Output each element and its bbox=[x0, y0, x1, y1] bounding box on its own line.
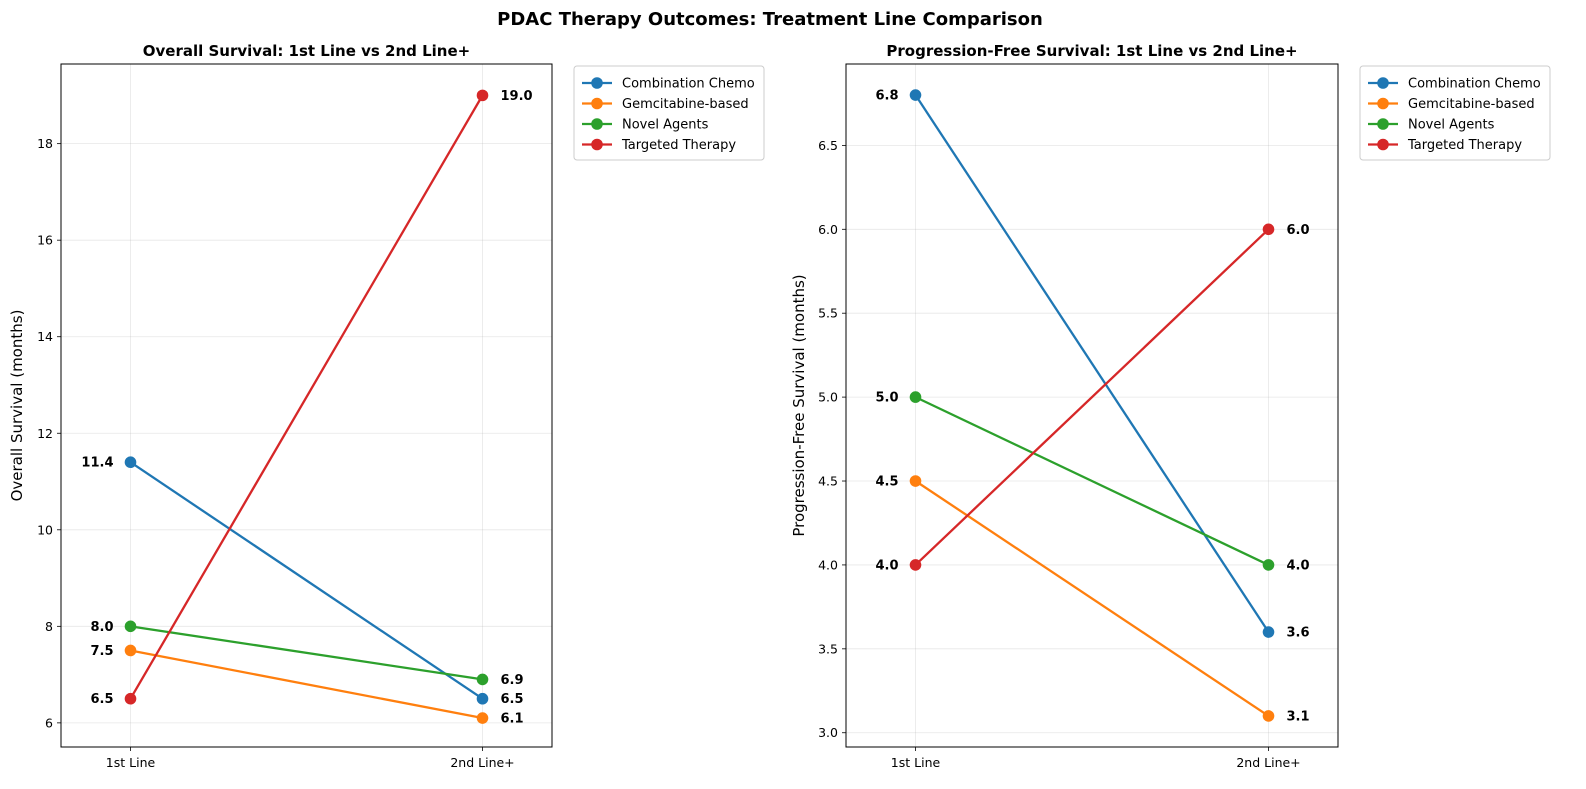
overall-survival-y-axis-label: Overall Survival (months) bbox=[8, 310, 26, 502]
series-line-gemcitabine-based bbox=[130, 649, 483, 720]
legend-marker-combination-chemo bbox=[591, 77, 603, 89]
value-label-gemcitabine-based: 4.5 bbox=[875, 475, 898, 490]
data-point-gemcitabine-based bbox=[476, 712, 489, 724]
series-line-novel-agents bbox=[130, 625, 483, 681]
value-label-targeted-therapy: 6.0 bbox=[1287, 223, 1310, 238]
legend-marker-combination-chemo bbox=[1377, 77, 1389, 89]
legend-label-novel-agents: Novel Agents bbox=[1408, 118, 1495, 133]
value-label-gemcitabine-based: 7.5 bbox=[90, 644, 113, 659]
data-point-gemcitabine-based bbox=[124, 644, 137, 657]
y-tick-label: 18 bbox=[37, 136, 53, 151]
value-label-gemcitabine-based: 3.1 bbox=[1287, 709, 1310, 724]
y-tick-label: 6.0 bbox=[818, 222, 838, 237]
progression-free-survival-y-axis-label: Progression-Free Survival (months) bbox=[790, 274, 808, 536]
y-tick-label: 14 bbox=[37, 329, 53, 344]
legend-label-targeted-therapy: Targeted Therapy bbox=[621, 138, 736, 153]
legend-label-combination-chemo: Combination Chemo bbox=[1408, 77, 1541, 92]
legend-box bbox=[1359, 65, 1551, 161]
y-tick-label: 3.0 bbox=[818, 725, 838, 740]
figure-title: PDAC Therapy Outcomes: Treatment Line Co… bbox=[497, 9, 1043, 30]
legend-label-targeted-therapy: Targeted Therapy bbox=[1407, 138, 1522, 153]
value-label-targeted-therapy: 4.0 bbox=[875, 558, 898, 573]
legend-marker-gemcitabine-based bbox=[591, 97, 603, 110]
overall-survival-axis-ticks: 6 8 10 12 14 16 18 1st Line 2nd Line+ bbox=[37, 136, 515, 770]
series-line-combination-chemo bbox=[129, 461, 484, 700]
overall-survival-series bbox=[124, 89, 489, 724]
value-label-novel-agents: 5.0 bbox=[875, 391, 898, 406]
legend-label-novel-agents: Novel Agents bbox=[622, 118, 709, 133]
series-line-targeted-therapy bbox=[914, 228, 1270, 566]
series-line-novel-agents bbox=[915, 396, 1269, 566]
legend-marker-novel-agents bbox=[591, 118, 603, 130]
y-tick-label: 12 bbox=[37, 426, 53, 441]
progression-free-survival-plot-frame bbox=[845, 63, 1339, 748]
legend-label-gemcitabine-based: Gemcitabine-based bbox=[622, 97, 749, 112]
data-point-combination-chemo bbox=[124, 456, 137, 469]
value-label-targeted-therapy: 19.0 bbox=[501, 89, 533, 104]
data-point-novel-agents bbox=[909, 391, 922, 403]
value-label-combination-chemo: 6.8 bbox=[875, 89, 898, 104]
value-label-novel-agents: 8.0 bbox=[90, 620, 113, 635]
data-point-combination-chemo bbox=[1262, 626, 1275, 638]
data-point-novel-agents bbox=[124, 620, 137, 633]
progression-free-survival-legend: Combination Chemo Gemcitabine-based Novel … bbox=[1359, 65, 1551, 161]
data-point-targeted-therapy bbox=[909, 559, 922, 571]
x-tick-label-1st-line: 1st Line bbox=[106, 755, 156, 770]
y-tick-label: 3.5 bbox=[818, 641, 838, 656]
x-tick-label-1st-line: 1st Line bbox=[891, 755, 941, 770]
y-tick-label: 4.5 bbox=[818, 474, 838, 489]
y-tick-label: 5.0 bbox=[818, 390, 838, 405]
y-tick-label: 6 bbox=[45, 715, 53, 730]
overall-survival-legend: Combination Chemo Gemcitabine-based Novel … bbox=[573, 65, 765, 161]
data-point-targeted-therapy bbox=[476, 89, 489, 102]
progression-free-survival-chart: Progression-Free Survival: 1st Line vs 2… bbox=[790, 42, 1551, 770]
overall-survival-chart: Overall Survival: 1st Line vs 2nd Line+ … bbox=[8, 42, 765, 770]
y-tick-label: 16 bbox=[37, 233, 53, 248]
value-label-gemcitabine-based: 6.1 bbox=[501, 712, 524, 727]
value-label-novel-agents: 4.0 bbox=[1287, 558, 1310, 573]
legend-label-combination-chemo: Combination Chemo bbox=[622, 77, 755, 92]
y-tick-label: 10 bbox=[37, 522, 53, 537]
progression-free-survival-value-labels: 6.8 3.6 4.5 3.1 5.0 4.0 4.0 6.0 bbox=[875, 89, 1309, 725]
series-line-gemcitabine-based bbox=[914, 480, 1270, 717]
data-point-combination-chemo bbox=[476, 692, 489, 705]
progression-free-survival-series bbox=[909, 89, 1275, 722]
y-tick-label: 4.0 bbox=[818, 557, 838, 572]
value-label-novel-agents: 6.9 bbox=[501, 673, 524, 688]
progression-free-survival-axis-ticks: 3.0 3.5 4.0 4.5 5.0 5.5 6.0 6.5 1st Line 2nd Line… bbox=[818, 138, 1301, 770]
y-tick-label: 6.5 bbox=[818, 138, 838, 153]
progression-free-survival-chart-title: Progression-Free Survival: 1st Line vs 2… bbox=[886, 42, 1297, 60]
series-line-combination-chemo bbox=[914, 94, 1270, 633]
value-label-combination-chemo: 3.6 bbox=[1287, 626, 1310, 641]
x-tick-label-2nd-line: 2nd Line+ bbox=[1236, 755, 1300, 770]
progression-free-survival-grid bbox=[846, 64, 1338, 747]
value-label-targeted-therapy: 6.5 bbox=[90, 692, 113, 707]
legend-marker-targeted-therapy bbox=[1377, 138, 1389, 151]
value-label-combination-chemo: 6.5 bbox=[501, 692, 524, 707]
legend-marker-novel-agents bbox=[1377, 118, 1389, 130]
data-point-targeted-therapy bbox=[1262, 223, 1275, 236]
overall-survival-chart-title: Overall Survival: 1st Line vs 2nd Line+ bbox=[143, 42, 470, 60]
overall-survival-plot-frame bbox=[60, 63, 553, 748]
legend-marker-gemcitabine-based bbox=[1377, 97, 1389, 110]
series-line-targeted-therapy bbox=[129, 94, 484, 700]
legend-marker-targeted-therapy bbox=[591, 138, 603, 151]
y-tick-label: 5.5 bbox=[818, 306, 838, 321]
data-point-gemcitabine-based bbox=[909, 475, 922, 487]
value-label-combination-chemo: 11.4 bbox=[81, 456, 113, 471]
legend-box bbox=[573, 65, 765, 161]
y-tick-label: 8 bbox=[45, 619, 53, 634]
overall-survival-value-labels: 11.4 6.5 7.5 6.1 8.0 6.9 6.5 19.0 bbox=[81, 89, 532, 727]
data-point-targeted-therapy bbox=[124, 692, 137, 705]
data-point-novel-agents bbox=[476, 673, 489, 686]
data-point-novel-agents bbox=[1262, 559, 1275, 571]
legend-label-gemcitabine-based: Gemcitabine-based bbox=[1408, 97, 1535, 112]
x-tick-label-2nd-line: 2nd Line+ bbox=[450, 755, 514, 770]
overall-survival-grid bbox=[61, 64, 552, 747]
data-point-gemcitabine-based bbox=[1262, 710, 1275, 722]
data-point-combination-chemo bbox=[909, 89, 922, 101]
